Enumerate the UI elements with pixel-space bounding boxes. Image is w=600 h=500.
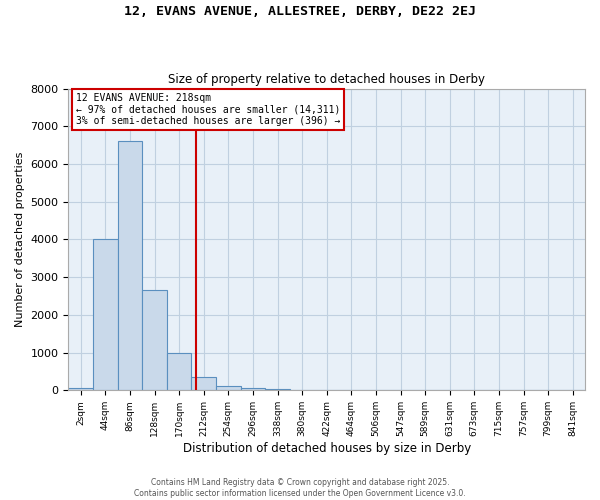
Bar <box>68 388 93 390</box>
Text: Contains HM Land Registry data © Crown copyright and database right 2025.
Contai: Contains HM Land Registry data © Crown c… <box>134 478 466 498</box>
Y-axis label: Number of detached properties: Number of detached properties <box>15 152 25 327</box>
Bar <box>93 240 118 390</box>
Bar <box>265 389 290 390</box>
Bar <box>191 377 216 390</box>
Title: Size of property relative to detached houses in Derby: Size of property relative to detached ho… <box>168 73 485 86</box>
Bar <box>167 352 191 391</box>
Bar <box>241 388 265 390</box>
Bar <box>216 386 241 390</box>
Bar <box>118 142 142 390</box>
Text: 12, EVANS AVENUE, ALLESTREE, DERBY, DE22 2EJ: 12, EVANS AVENUE, ALLESTREE, DERBY, DE22… <box>124 5 476 18</box>
Text: 12 EVANS AVENUE: 218sqm
← 97% of detached houses are smaller (14,311)
3% of semi: 12 EVANS AVENUE: 218sqm ← 97% of detache… <box>76 93 341 126</box>
Bar <box>142 290 167 390</box>
X-axis label: Distribution of detached houses by size in Derby: Distribution of detached houses by size … <box>182 442 471 455</box>
